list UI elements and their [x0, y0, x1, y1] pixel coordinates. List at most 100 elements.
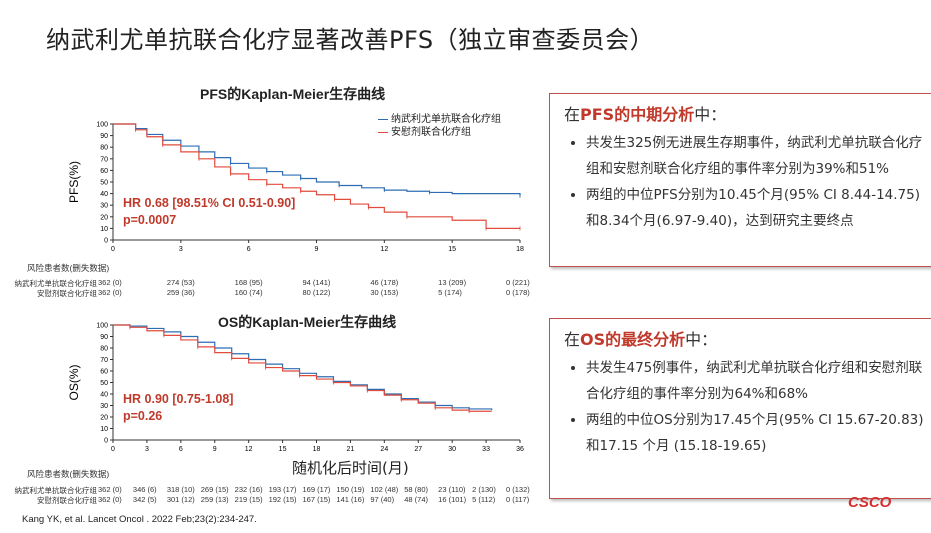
- risk-cell: 46 (178): [370, 278, 399, 287]
- slide-title: 纳武利尤单抗联合化疗显著改善PFS（独立审查委员会）: [46, 26, 655, 54]
- x-tick-label: 12: [245, 446, 253, 453]
- os-chart-title: OS的Kaplan-Meier生存曲线: [218, 314, 397, 330]
- x-tick-label: 30: [448, 446, 456, 453]
- x-tick-label: 18: [516, 246, 524, 253]
- y-tick-label: 60: [100, 168, 108, 175]
- os-hr-annotation: HR 0.90 [0.75-1.08] p=0.26: [123, 392, 234, 423]
- risk-cell: 259 (13): [200, 495, 229, 504]
- risk-cell: 362 (0): [98, 485, 122, 494]
- risk-cell: 48 (74): [404, 495, 429, 504]
- os-x-axis-label: 随机化后时间(月): [292, 459, 409, 477]
- x-tick-label: 24: [380, 446, 388, 453]
- os-summary-heading: 在OS的最终分析中：: [564, 330, 718, 349]
- x-tick-label: 3: [179, 246, 183, 253]
- y-tick-label: 0: [104, 438, 108, 445]
- y-tick-label: 100: [96, 122, 108, 129]
- risk-cell: 301 (12): [166, 495, 195, 504]
- x-tick-label: 33: [482, 446, 490, 453]
- pfs-bullet: 共发生325例无进展生存期事件，纳武利尤单抗联合化疗组和安慰剂联合化疗组的事件率…: [586, 130, 928, 182]
- risk-cell: 259 (36): [166, 288, 195, 297]
- risk-row-label: 安慰剂联合化疗组: [37, 496, 97, 505]
- os-summary-box: 在OS的最终分析中： 共发生475例事件，纳武利尤单抗联合化疗组和安慰剂联合化疗…: [549, 318, 931, 499]
- risk-cell: 269 (15): [200, 485, 229, 494]
- csco-logo: CSCO: [848, 494, 892, 511]
- risk-cell: 362 (0): [98, 288, 122, 297]
- risk-cell: 169 (17): [302, 485, 331, 494]
- risk-cell: 362 (0): [98, 278, 122, 287]
- risk-cell: 97 (40): [370, 495, 395, 504]
- risk-cell: 342 (5): [132, 495, 157, 504]
- x-tick-label: 6: [247, 246, 251, 253]
- y-tick-label: 100: [96, 323, 108, 330]
- risk-cell: 23 (110): [438, 485, 466, 494]
- x-tick-label: 6: [179, 446, 183, 453]
- pfs-risk-label: 风险患者数(删失数据): [27, 263, 110, 273]
- risk-cell: 362 (0): [98, 495, 122, 504]
- y-tick-label: 80: [100, 346, 108, 353]
- km-curve-placebo: [113, 123, 520, 229]
- risk-cell: 94 (141): [302, 278, 331, 287]
- os-bullet: 两组的中位OS分别为17.45个月(95% CI 15.67-20.83) 和1…: [586, 407, 928, 459]
- y-tick-label: 70: [100, 357, 108, 364]
- risk-cell: 160 (74): [234, 288, 263, 297]
- risk-cell: 150 (19): [336, 485, 365, 494]
- y-tick-label: 20: [100, 214, 108, 221]
- pfs-summary-box: 在PFS的中期分析中： 共发生325例无进展生存期事件，纳武利尤单抗联合化疗组和…: [549, 93, 931, 267]
- risk-cell: 102 (48): [370, 485, 399, 494]
- y-axis-label: PFS(%): [67, 161, 81, 203]
- km-curve-nivolumab: [113, 123, 521, 196]
- risk-row-label: 纳武利尤单抗联合化疗组: [14, 486, 98, 495]
- risk-cell: 0 (178): [506, 288, 530, 297]
- x-tick-label: 9: [315, 246, 319, 253]
- risk-cell: 0 (132): [506, 485, 530, 494]
- pfs-bullet: 两组的中位PFS分别为10.45个月(95% CI 8.44-14.75)和8.…: [586, 182, 928, 234]
- x-tick-label: 15: [448, 246, 456, 253]
- x-tick-label: 27: [414, 446, 422, 453]
- x-tick-label: 12: [380, 246, 388, 253]
- y-tick-label: 30: [100, 403, 108, 410]
- risk-cell: 232 (16): [234, 485, 263, 494]
- y-tick-label: 10: [100, 426, 108, 433]
- risk-cell: 30 (153): [370, 288, 399, 297]
- risk-cell: 58 (80): [404, 485, 429, 494]
- x-tick-label: 36: [516, 446, 524, 453]
- risk-cell: 167 (15): [302, 495, 331, 504]
- os-bullet: 共发生475例事件，纳武利尤单抗联合化疗组和安慰剂联合化疗组的事件率分别为64%…: [586, 355, 928, 407]
- pfs-chart: 0 10 20 30 40 50 60 70 80 90 100 0 3 6 9 12 15 18 PFS(%): [67, 122, 524, 254]
- x-tick-label: 18: [313, 446, 321, 453]
- risk-cell: 5 (112): [472, 495, 496, 504]
- risk-cell: 13 (209): [438, 278, 467, 287]
- legend-item-nivolumab: 纳武利尤单抗联合化疗组: [378, 113, 501, 126]
- legend-item-placebo: 安慰剂联合化疗组: [378, 126, 501, 139]
- risk-cell: 2 (130): [472, 485, 496, 494]
- risk-cell: 0 (117): [506, 495, 530, 504]
- risk-cell: 0 (221): [506, 278, 530, 287]
- km-curve-placebo: [113, 324, 492, 412]
- y-tick-label: 90: [100, 133, 108, 140]
- x-tick-label: 15: [279, 446, 287, 453]
- citation: Kang YK, et al. Lancet Oncol . 2022 Feb;…: [22, 514, 257, 525]
- pfs-chart-title: PFS的Kaplan-Meier生存曲线: [200, 86, 386, 102]
- pfs-summary-heading: 在PFS的中期分析中：: [564, 105, 727, 124]
- risk-row-label: 纳武利尤单抗联合化疗组: [14, 279, 98, 288]
- risk-cell: 168 (95): [234, 278, 263, 287]
- risk-cell: 193 (17): [268, 485, 297, 494]
- y-tick-label: 20: [100, 415, 108, 422]
- pfs-hr-annotation: HR 0.68 [98.51% CI 0.51-0.90] p=0.0007: [123, 196, 296, 227]
- y-axis-label: OS(%): [67, 364, 81, 400]
- x-tick-label: 3: [145, 446, 149, 453]
- y-tick-label: 0: [104, 238, 108, 245]
- y-tick-label: 40: [100, 191, 108, 198]
- risk-cell: 219 (15): [234, 495, 263, 504]
- risk-cell: 5 (174): [438, 288, 462, 297]
- risk-cell: 80 (122): [302, 288, 331, 297]
- x-tick-label: 21: [347, 446, 355, 453]
- risk-cell: 274 (53): [166, 278, 195, 287]
- risk-row-label: 安慰剂联合化疗组: [37, 289, 97, 298]
- x-tick-label: 0: [111, 246, 115, 253]
- y-tick-label: 50: [100, 380, 108, 387]
- x-tick-label: 0: [111, 446, 115, 453]
- y-tick-label: 10: [100, 226, 108, 233]
- y-tick-label: 30: [100, 203, 108, 210]
